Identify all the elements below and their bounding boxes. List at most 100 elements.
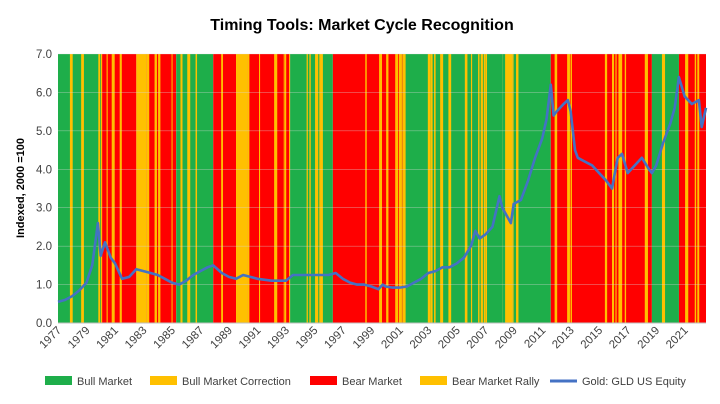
- regime-stripe: [386, 54, 389, 323]
- regime-stripe: [395, 54, 399, 323]
- regime-band-17: [678, 54, 706, 323]
- regime-stripe: [512, 54, 514, 323]
- regime-stripe: [567, 54, 570, 323]
- regime-stripe: [604, 54, 608, 323]
- x-tick-label: 1989: [208, 325, 235, 352]
- series-lines: [57, 75, 708, 304]
- regime-stripe: [98, 54, 101, 323]
- regime-stripe: [427, 54, 431, 323]
- y-tick-label: 3.0: [36, 203, 52, 215]
- x-tick-label: 2021: [664, 325, 691, 352]
- x-tick-label: 2017: [607, 325, 634, 352]
- regime-stripe: [158, 54, 161, 323]
- regime-stripe: [306, 54, 308, 323]
- x-tick-label: 2015: [579, 325, 606, 352]
- regime-stripe: [478, 54, 480, 323]
- legend-label: Bear Market Rally: [452, 376, 540, 388]
- regime-stripe: [379, 54, 383, 323]
- regime-stripe: [685, 54, 689, 323]
- x-tick-label: 1987: [180, 325, 207, 352]
- x-tick-label: 2019: [636, 325, 663, 352]
- legend-swatch: [310, 376, 337, 385]
- regime-stripe: [644, 54, 648, 323]
- y-tick-label: 1.0: [36, 280, 52, 292]
- regime-stripe: [195, 54, 198, 323]
- x-tick-label: 2007: [465, 325, 492, 352]
- legend-item: Bull Market: [45, 376, 132, 388]
- regime-stripe: [516, 54, 519, 323]
- x-tick-label: 1993: [265, 325, 292, 352]
- legend-swatch: [150, 376, 177, 385]
- regime-stripe: [283, 54, 285, 323]
- x-axis: 1977 1979 1981 1983 1985 1987 1989 1991 1993 1995…: [38, 322, 706, 352]
- regime-stripe: [470, 54, 473, 323]
- regime-stripe: [464, 54, 468, 323]
- regime-band-1: [102, 54, 137, 323]
- regime-stripe: [221, 54, 224, 323]
- x-tick-label: 2003: [408, 325, 435, 352]
- regime-stripe: [289, 54, 291, 323]
- regime-band-6: [236, 54, 248, 323]
- legend: Bull Market Bull Market Correction Bear Ma…: [45, 376, 686, 388]
- regime-band-5: [213, 54, 237, 323]
- regime-stripe: [614, 54, 616, 323]
- regime-stripe: [81, 54, 84, 323]
- legend-swatch: [45, 376, 72, 385]
- x-tick-label: 2009: [493, 325, 520, 352]
- regime-band-9: [332, 54, 403, 323]
- regime-stripe: [554, 54, 558, 323]
- regime-stripe: [365, 54, 367, 323]
- regime-band-12: [512, 54, 551, 323]
- legend-label: Gold: GLD US Equity: [582, 376, 686, 388]
- regime-stripe: [259, 54, 261, 323]
- regime-band-2: [136, 54, 147, 323]
- x-tick-label: 1997: [322, 325, 349, 352]
- regime-stripe: [622, 54, 625, 323]
- x-tick-label: 1991: [237, 325, 264, 352]
- regime-stripe: [485, 54, 488, 323]
- y-tick-label: 0.0: [36, 318, 52, 330]
- y-axis: 0.0 1.0 2.0 3.0 4.0 5.0 6.0 7.0: [36, 49, 52, 330]
- regime-stripe: [434, 54, 436, 323]
- regime-stripe: [111, 54, 115, 323]
- regime-stripe: [315, 54, 319, 323]
- regime-bands: [58, 54, 706, 323]
- regime-stripe: [398, 54, 402, 323]
- regime-stripe: [661, 54, 666, 323]
- regime-stripe: [69, 54, 73, 323]
- y-axis-label: Indexed, 2000 =100: [15, 138, 27, 238]
- regime-stripe: [320, 54, 323, 323]
- x-tick-label: 1981: [95, 325, 122, 352]
- regime-stripe: [440, 54, 444, 323]
- regime-stripe: [154, 54, 157, 323]
- regime-stripe: [502, 54, 506, 323]
- regime-stripe: [319, 54, 321, 323]
- regime-stripe: [483, 54, 486, 323]
- legend-label: Bull Market Correction: [182, 376, 291, 388]
- y-tick-label: 6.0: [36, 87, 52, 99]
- legend-item: Bear Market: [310, 376, 402, 388]
- legend-label: Bull Market: [77, 376, 132, 388]
- series-line-gold: [57, 75, 708, 304]
- regime-stripe: [448, 54, 452, 323]
- regime-band-0: [58, 54, 103, 323]
- regime-stripe: [697, 54, 700, 323]
- regime-stripe: [402, 54, 406, 323]
- legend-label: Bear Market: [342, 376, 402, 388]
- regime-stripe: [284, 54, 287, 323]
- legend-item: Bear Market Rally: [420, 376, 540, 388]
- regime-stripe: [624, 54, 627, 323]
- regime-stripe: [119, 54, 122, 323]
- regime-stripe: [187, 54, 191, 323]
- regime-stripe: [309, 54, 311, 323]
- regime-stripe: [694, 54, 697, 323]
- legend-item: Bull Market Correction: [150, 376, 291, 388]
- regime-stripe: [430, 54, 433, 323]
- chart-title: Timing Tools: Market Cycle Recognition: [210, 17, 513, 34]
- regime-band-8: [290, 54, 333, 323]
- x-tick-label: 1995: [294, 325, 321, 352]
- y-tick-label: 4.0: [36, 164, 52, 176]
- x-tick-label: 2001: [379, 325, 406, 352]
- regime-stripe: [106, 54, 108, 323]
